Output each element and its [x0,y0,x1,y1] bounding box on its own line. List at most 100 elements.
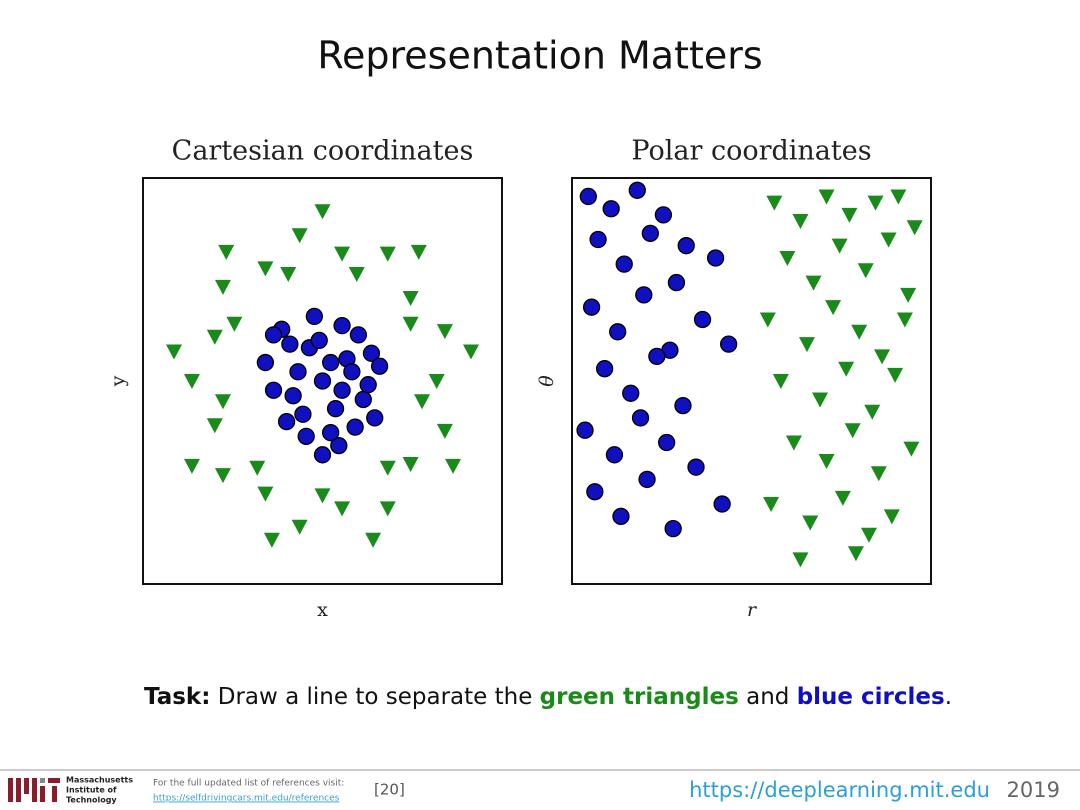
triangle-point [314,488,331,504]
triangle-point [445,458,462,474]
triangle-point [900,287,917,303]
triangle-point [462,344,479,360]
triangle-point [214,279,231,295]
triangle-point [759,312,776,328]
circle-point [674,396,692,415]
triangle-point [880,232,897,248]
circle-point [313,372,332,390]
circle-point [264,381,283,399]
triangle-point [785,435,802,451]
circle-point [638,470,656,489]
circle-point [622,384,640,402]
circle-point [281,335,299,353]
triangle-point [805,275,822,291]
triangle-point [206,329,223,345]
circle-point [310,331,328,350]
circle-point [654,206,673,224]
triangle-point [183,374,200,389]
circle-point [664,519,682,538]
circle-point [366,409,384,427]
circle-point [612,507,630,525]
ref-link[interactable]: https://selfdrivingcars.mit.edu/referenc… [153,794,340,804]
circle-point [657,433,676,452]
circle-point [322,353,340,372]
triangle-point [903,441,920,457]
circle-point [648,347,666,366]
site-link[interactable]: https://deeplearning.mit.edu [689,778,990,802]
triangle-point [792,214,809,230]
circle-point [284,387,302,405]
circle-point [631,409,650,427]
triangle-point [864,404,881,420]
triangle-point [214,394,231,410]
circle-point [713,495,731,513]
triangle-point [166,344,183,360]
task-blue: blue circles [797,684,945,710]
triangle-point [402,457,419,473]
task-green: green triangles [540,684,739,710]
circle-point [349,326,368,344]
triangle-point [763,497,780,513]
task-text: Draw a line to separate the [210,684,539,710]
triangle-point [860,527,877,543]
triangle-point [257,486,274,502]
ref-note: For the full updated list of references … [153,779,344,789]
triangle-point [214,468,231,484]
triangle-point [436,423,453,439]
triangle-point [818,189,835,205]
triangle-point [249,460,266,476]
triangle-point [291,519,308,535]
triangle-point [844,423,861,439]
plot-frame [571,177,932,585]
circle-point [706,249,725,267]
circle-point [677,237,695,255]
triangle-point [365,532,382,548]
triangle-point [867,195,884,211]
triangle-point [847,546,864,562]
triangle-point [436,324,453,340]
triangle-point [818,453,835,469]
circle-point [641,224,659,243]
org-name: Technology [66,796,117,805]
plot-frame [142,177,503,585]
circle-point [589,230,607,249]
triangle-point [379,246,396,262]
triangle-point [334,246,351,262]
circle-point [289,363,307,381]
triangle-point [348,266,365,282]
year: 2019 [1007,778,1060,802]
triangle-point [226,316,243,332]
slide-title: Representation Matters [317,34,762,78]
task-text: and [739,684,797,710]
circle-point [628,181,646,199]
circle-point [330,436,348,455]
triangle-point [896,312,913,328]
y-axis-label: y [107,375,129,387]
triangle-point [857,263,874,279]
triangle-point [883,509,900,525]
circle-point [579,187,597,206]
circle-point [582,298,601,316]
triangle-point [870,466,887,482]
triangle-point [402,290,419,306]
circle-point [605,446,624,464]
triangle-point [402,316,419,332]
triangle-point [291,228,308,244]
triangle-point [825,300,842,316]
triangle-point [851,324,868,340]
triangle-point [831,238,848,254]
circle-point [333,316,351,335]
task-text: . [945,684,952,710]
triangle-point [206,418,223,434]
circle-point [693,310,712,329]
triangle-point [257,261,274,277]
circle-point [343,363,361,381]
triangle-point [263,532,280,548]
plot-title: Polar coordinates [631,136,871,167]
triangle-point [410,244,427,260]
triangle-point [334,501,351,517]
triangle-point [838,361,855,377]
task-text: Task: Draw a line to separate the green … [144,684,952,710]
